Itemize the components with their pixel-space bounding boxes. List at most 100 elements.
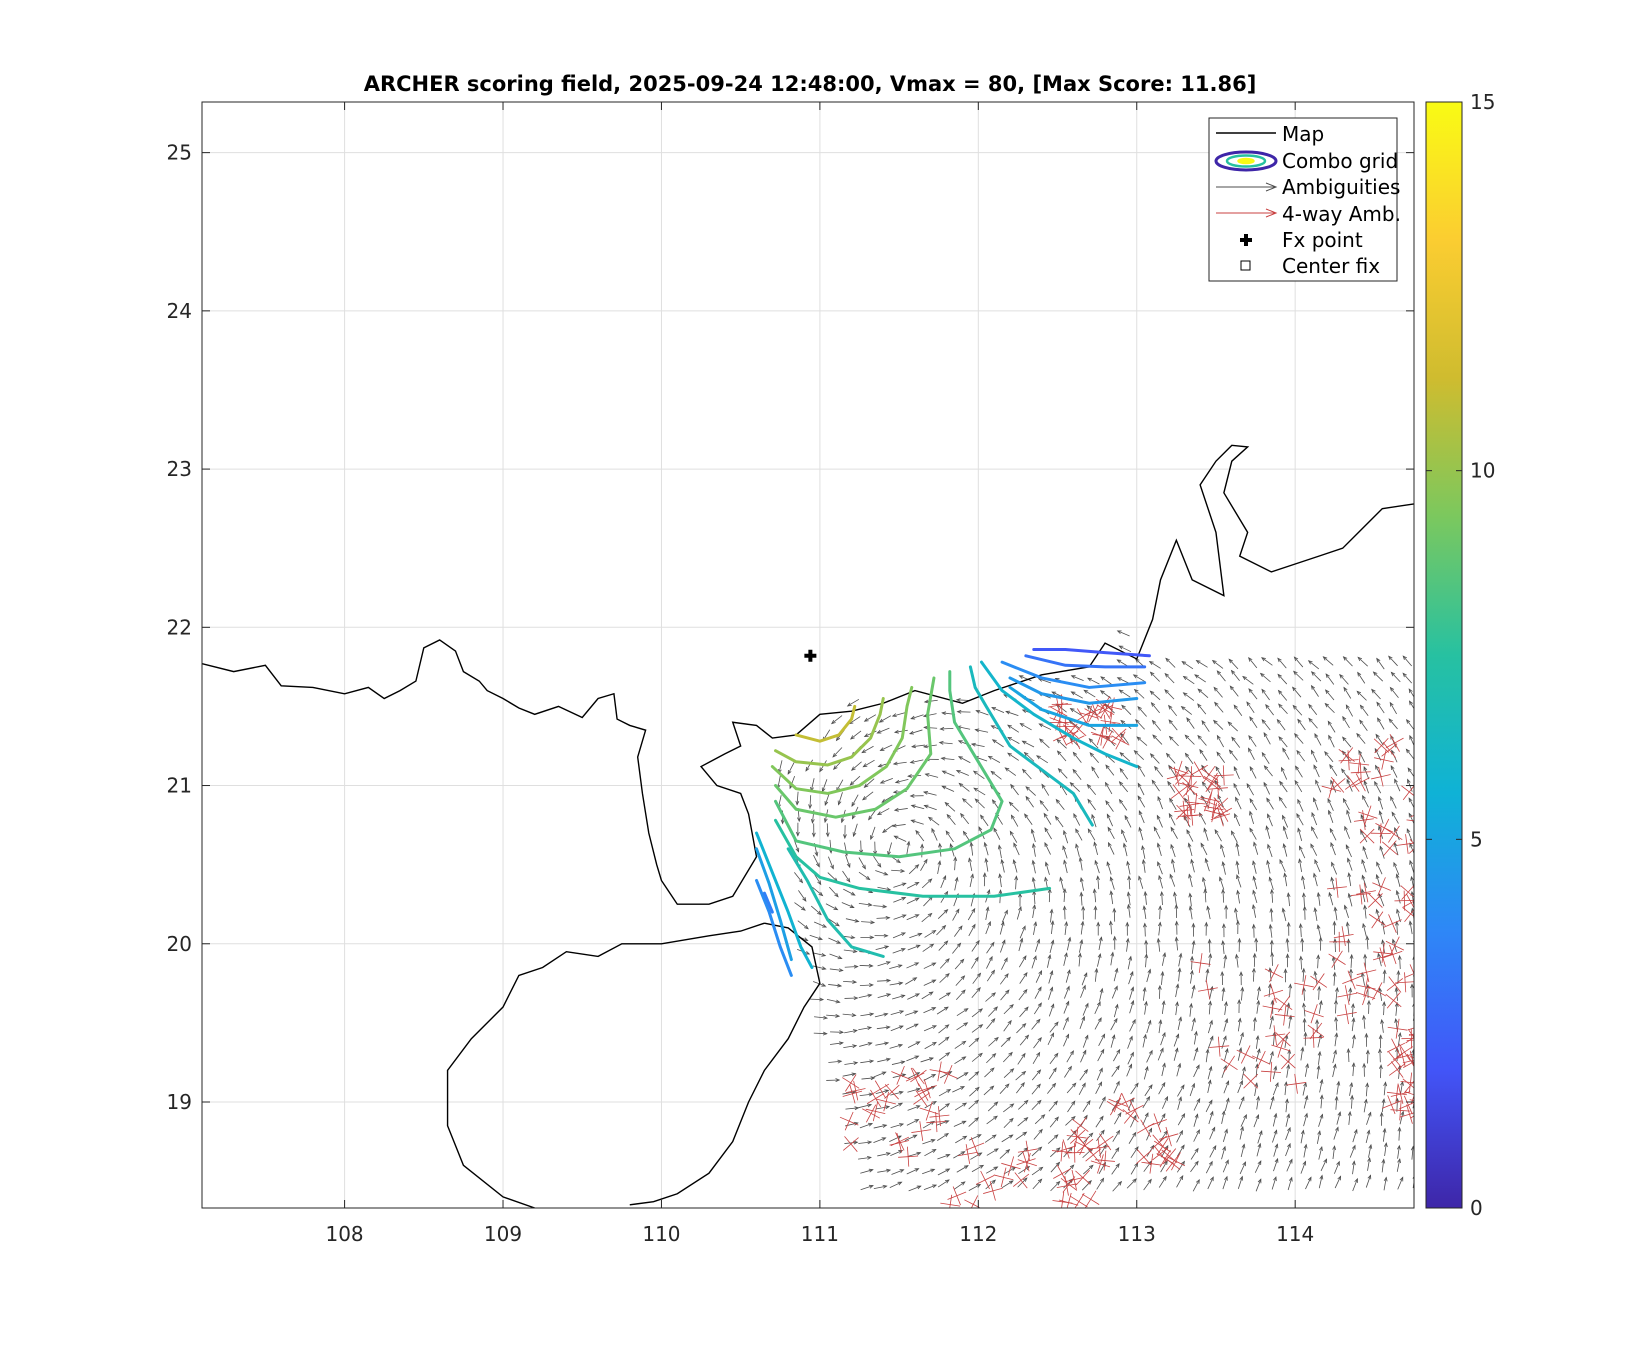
ambiguity-arrow [1207, 1036, 1214, 1049]
four-way-arrow [1287, 1053, 1295, 1062]
ambiguity-arrowhead [1282, 814, 1286, 820]
ambiguity-arrow [937, 1168, 950, 1176]
ambiguity-arrow [1383, 1082, 1386, 1096]
ambiguity-arrowhead [1240, 1125, 1244, 1131]
four-way-arrow [1162, 1138, 1169, 1147]
ambiguity-arrow [1013, 843, 1020, 856]
ambiguity-arrowhead [1408, 920, 1413, 926]
ambiguity-arrow [1311, 671, 1322, 682]
ambiguity-arrow [1043, 813, 1052, 825]
ambiguity-arrow [1261, 719, 1271, 731]
ambiguity-arrowhead [1221, 986, 1226, 992]
ambiguity-arrow [1150, 753, 1160, 764]
four-way-arrow [1271, 1044, 1282, 1049]
ambiguity-arrowhead [1347, 857, 1351, 863]
ambiguity-arrow [954, 959, 964, 970]
four-way-arrow [1052, 1200, 1063, 1203]
ambiguity-arrowhead [946, 813, 951, 819]
ambiguity-arrow [1313, 797, 1319, 811]
four-way-arrow [896, 1075, 901, 1085]
ambiguity-arrowhead [945, 1052, 951, 1057]
ambiguity-arrowhead [1296, 749, 1301, 755]
ambiguity-arrowhead [1031, 859, 1036, 865]
score-contour [1008, 685, 1139, 727]
ambiguity-arrow [1409, 921, 1413, 935]
four-way-arrow [1164, 1156, 1173, 1164]
ambiguity-arrowhead [1251, 923, 1256, 929]
ambiguity-arrowhead [1361, 874, 1366, 880]
four-way-arrow [886, 1101, 896, 1105]
ambiguity-arrowhead [1317, 1130, 1322, 1136]
ambiguity-arrow [843, 981, 857, 983]
ambiguity-arrow [938, 1024, 949, 1034]
ambiguity-arrow [1308, 718, 1318, 729]
ambiguity-arrowhead [922, 791, 928, 795]
ambiguity-arrow [1204, 889, 1207, 903]
ambiguity-arrow [836, 779, 844, 792]
ambiguity-arrow [1374, 748, 1382, 761]
ambiguity-arrow [938, 1103, 950, 1112]
ambiguity-arrow [1050, 1181, 1060, 1192]
ambiguity-arrow [828, 886, 839, 897]
ambiguity-arrowhead [1349, 968, 1353, 974]
ambiguity-arrow [1094, 860, 1100, 874]
ambiguity-arrow [1351, 1095, 1353, 1109]
ambiguity-arrow [1345, 704, 1353, 717]
ambiguity-arrow [905, 977, 917, 985]
four-way-arrow [1409, 1050, 1413, 1061]
ambiguity-arrowhead [993, 1006, 998, 1011]
ambiguity-arrow [1249, 798, 1258, 811]
ambiguity-arrowhead [1005, 710, 1011, 715]
ambiguity-arrowhead [1408, 688, 1413, 694]
four-way-arrow [1277, 1003, 1285, 1013]
ambiguity-arrow [925, 773, 939, 778]
ambiguity-arrow [1229, 685, 1239, 697]
ambiguity-arrowhead [853, 996, 859, 1001]
four-way-arrow [1272, 1007, 1283, 1011]
ambiguity-arrowhead [1195, 1178, 1200, 1184]
ambiguity-arrow [787, 762, 795, 775]
ambiguity-arrow [1196, 660, 1208, 668]
four-way-arrow [1151, 1163, 1162, 1166]
ambiguity-arrowhead [1148, 660, 1154, 666]
ambiguity-arrowhead [971, 923, 976, 929]
four-way-arrow [1394, 978, 1404, 985]
ambiguity-arrowhead [1053, 1134, 1059, 1139]
four-way-arrow [1307, 1024, 1317, 1032]
four-way-arrow [1083, 1145, 1094, 1151]
ambiguity-arrow [1260, 673, 1271, 683]
ambiguity-arrow [1201, 765, 1210, 777]
four-way-arrow [1153, 1145, 1161, 1155]
ambiguity-arrowhead [1308, 703, 1313, 709]
ambiguity-arrow [1110, 921, 1113, 935]
ambiguity-arrowhead [808, 804, 813, 810]
ambiguity-arrowhead [1001, 939, 1006, 945]
four-way-arrow [974, 1146, 979, 1157]
ambiguity-arrowhead [1138, 826, 1143, 832]
ambiguity-arrowhead [1354, 1177, 1358, 1183]
ambiguity-arrowhead [1394, 1017, 1399, 1023]
four-way-arrow [1393, 825, 1400, 835]
ambiguity-arrow [1363, 1015, 1366, 1029]
four-way-arrow [1188, 784, 1199, 789]
four-way-arrow [1383, 759, 1394, 763]
legend-symbol-contour-inner [1237, 157, 1255, 165]
four-way-arrow [865, 1113, 872, 1123]
ambiguity-arrow [814, 1016, 828, 1019]
ambiguity-arrowhead [882, 904, 888, 909]
ambiguity-arrow [1221, 1146, 1226, 1160]
four-way-arrow [975, 1179, 986, 1185]
ambiguity-arrowhead [976, 987, 981, 992]
four-way-arrow [1389, 733, 1396, 744]
ambiguity-arrow [909, 729, 923, 735]
ambiguity-arrow [968, 1071, 979, 1081]
ambiguity-arrow [858, 1141, 872, 1144]
ambiguity-arrowhead [1082, 984, 1086, 990]
ambiguity-arrow [928, 816, 940, 826]
ambiguity-arrowhead [949, 843, 954, 849]
ambiguity-arrowhead [1397, 1126, 1402, 1132]
ambiguity-arrow [812, 965, 826, 970]
ambiguity-arrowhead [1168, 719, 1173, 724]
ambiguity-arrow [910, 759, 924, 763]
ambiguity-arrow [828, 918, 840, 927]
